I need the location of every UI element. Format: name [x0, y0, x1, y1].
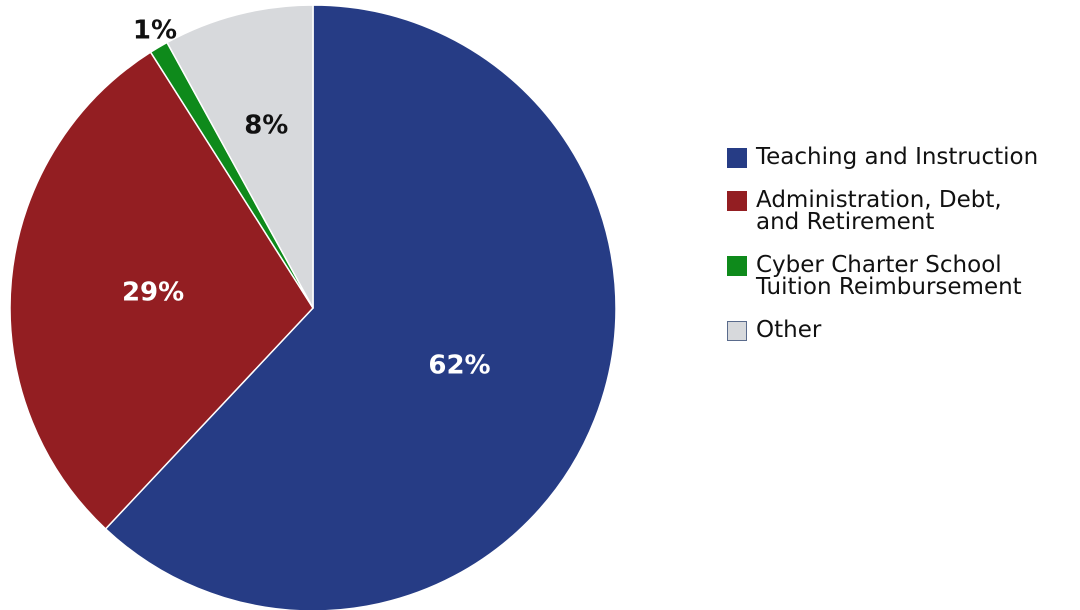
legend-label-other: Other	[756, 317, 822, 343]
legend-item-cyber-charter: Cyber Charter School Tuition Reimburseme…	[727, 252, 1072, 300]
pie-slice-administration	[9, 51, 314, 530]
legend: Teaching and Instruction Administration,…	[727, 146, 1072, 362]
legend-swatch-other	[727, 321, 747, 341]
legend-label-cyber-charter: Cyber Charter School Tuition Reimburseme…	[756, 252, 1022, 300]
legend-label-teaching: Teaching and Instruction	[756, 144, 1039, 170]
legend-swatch-administration	[727, 191, 747, 211]
pie-label-other: 8%	[244, 111, 288, 141]
legend-swatch-teaching	[727, 148, 747, 168]
pie-slice-other	[166, 4, 314, 309]
legend-item-other: Other	[727, 317, 1072, 343]
pie-label-cyber-charter: 1%	[133, 16, 177, 46]
legend-item-teaching: Teaching and Instruction	[727, 144, 1072, 170]
legend-label-administration: Administration, Debt, and Retirement	[756, 187, 1002, 235]
legend-swatch-cyber-charter	[727, 256, 747, 276]
pie-label-teaching: 62%	[428, 351, 490, 381]
legend-item-administration: Administration, Debt, and Retirement	[727, 187, 1072, 235]
pie-label-administration: 29%	[122, 277, 184, 307]
pie-slice-teaching	[104, 4, 617, 610]
